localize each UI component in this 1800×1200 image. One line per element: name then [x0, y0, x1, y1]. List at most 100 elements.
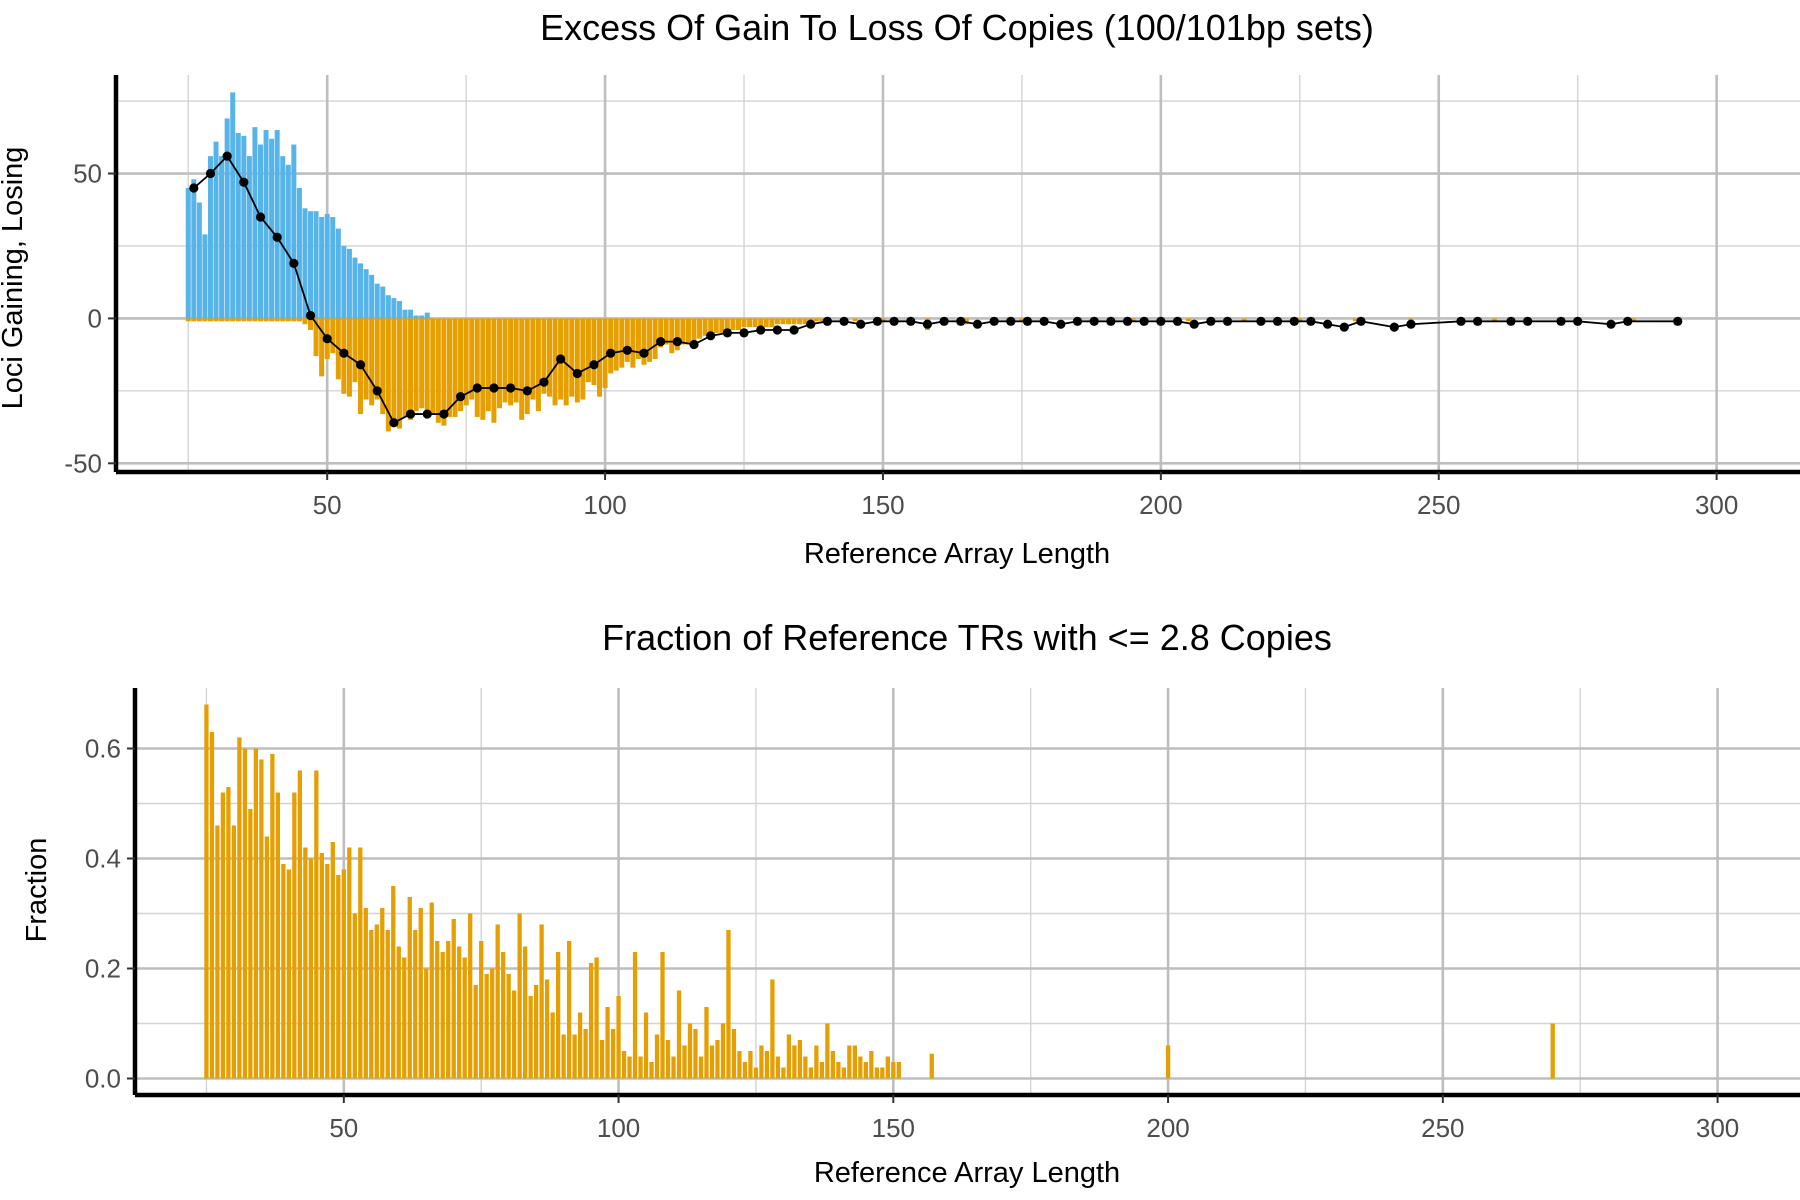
fraction-bar [660, 952, 665, 1079]
net-change-point [989, 316, 999, 326]
loss-bar [635, 318, 641, 359]
loss-bar [752, 318, 758, 328]
fraction-bar [484, 974, 489, 1079]
loss-bar [791, 318, 797, 325]
loss-bar [852, 318, 858, 322]
fraction-bar [610, 1029, 616, 1079]
gain-bar [313, 211, 319, 319]
loss-bar [719, 318, 725, 333]
fraction-bar [506, 974, 511, 1079]
loss-bar [708, 318, 714, 336]
loss-bar [1130, 318, 1136, 322]
chart-title-gain-loss: Excess Of Gain To Loss Of Copies (100/10… [540, 7, 1374, 48]
x-tick-label: 100 [597, 1113, 640, 1143]
loss-bar [191, 318, 197, 322]
gain-bar [396, 301, 402, 319]
x-tick-label: 200 [1139, 490, 1182, 520]
fraction-bar [468, 913, 473, 1079]
y-tick-labels-gain-loss: 50 0 -50 [64, 159, 102, 479]
net-change-point [1089, 316, 1099, 326]
loss-bar [419, 318, 425, 409]
loss-bar [469, 318, 475, 400]
net-change-point [305, 310, 316, 321]
fraction-bar [566, 941, 572, 1079]
fraction-bar [577, 1012, 583, 1079]
loss-bar [502, 318, 508, 403]
net-change-point [606, 348, 616, 358]
loss-bar [658, 318, 664, 348]
loss-bar [319, 318, 325, 377]
fraction-bar [501, 952, 506, 1079]
net-change-point [889, 316, 899, 326]
loss-bar [802, 318, 808, 325]
gain-bar [219, 156, 225, 319]
fraction-bar [753, 1067, 759, 1079]
loss-bar [691, 318, 697, 342]
panel-gain-loss: Excess Of Gain To Loss Of Copies (100/10… [0, 7, 1800, 570]
net-change-point [822, 316, 832, 326]
loss-bar [819, 318, 825, 322]
net-change-point [906, 316, 916, 326]
loss-bar [269, 318, 275, 322]
loss-bar [585, 318, 591, 383]
loss-bar [274, 318, 280, 322]
net-change-point [972, 319, 983, 329]
fraction-bar [369, 930, 374, 1079]
x-tick-label: 150 [861, 490, 904, 520]
loss-bar [563, 318, 569, 406]
net-change-point [706, 331, 716, 341]
net-change-point [289, 258, 299, 268]
chart-title-fraction: Fraction of Reference TRs with <= 2.8 Co… [602, 617, 1332, 658]
loss-bar [280, 318, 286, 322]
loss-bar [296, 318, 302, 322]
net-change-point [1356, 316, 1366, 326]
fraction-bar [253, 748, 259, 1079]
loss-bar [241, 318, 247, 322]
gain-bar [330, 216, 336, 319]
loss-bar [797, 318, 803, 325]
fraction-bar [847, 1045, 852, 1079]
fraction-bar [643, 1012, 649, 1079]
fraction-bar [709, 1045, 715, 1079]
loss-bar [252, 318, 258, 322]
gain-bar [380, 286, 386, 319]
loss-bar [535, 318, 541, 412]
y-tick-label: 0.0 [85, 1064, 121, 1094]
loss-bar [485, 318, 491, 412]
net-change-point [1039, 316, 1049, 326]
net-change-point [1406, 319, 1416, 329]
fraction-bar [605, 1007, 610, 1079]
loss-bar [713, 318, 719, 333]
x-tick-label: 50 [313, 490, 342, 520]
net-change-point [272, 232, 282, 242]
net-change-point [1606, 319, 1616, 329]
loss-bar [513, 318, 519, 403]
net-change-point [1673, 316, 1683, 326]
fraction-bar [413, 930, 418, 1079]
fraction-bar [803, 1056, 808, 1079]
fraction-bar [588, 963, 594, 1079]
fraction-bar [220, 792, 226, 1079]
loss-bar [1186, 318, 1192, 322]
net-change-point [956, 316, 966, 326]
fraction-bar [248, 809, 253, 1079]
fraction-bar [786, 1034, 792, 1079]
fraction-bar [891, 1062, 896, 1079]
fraction-bar [347, 847, 352, 1079]
fraction-bar [649, 1062, 654, 1079]
fraction-bar [841, 1067, 847, 1079]
x-tick-label: 100 [583, 490, 626, 520]
fraction-bar [671, 1056, 676, 1079]
gain-bar [419, 315, 425, 319]
fraction-bar [440, 952, 445, 1079]
loss-bar [1241, 318, 1247, 322]
y-axis-title-gain-loss: Loci Gaining, Losing [0, 147, 29, 410]
loss-bar [735, 318, 741, 331]
bars-fraction [204, 704, 1555, 1079]
fraction-bar [292, 792, 297, 1079]
loss-bar [1630, 318, 1636, 322]
fraction-bar [627, 1056, 632, 1079]
loss-bar [702, 318, 708, 336]
fraction-bar [825, 1023, 830, 1079]
fraction-bar [396, 946, 401, 1079]
